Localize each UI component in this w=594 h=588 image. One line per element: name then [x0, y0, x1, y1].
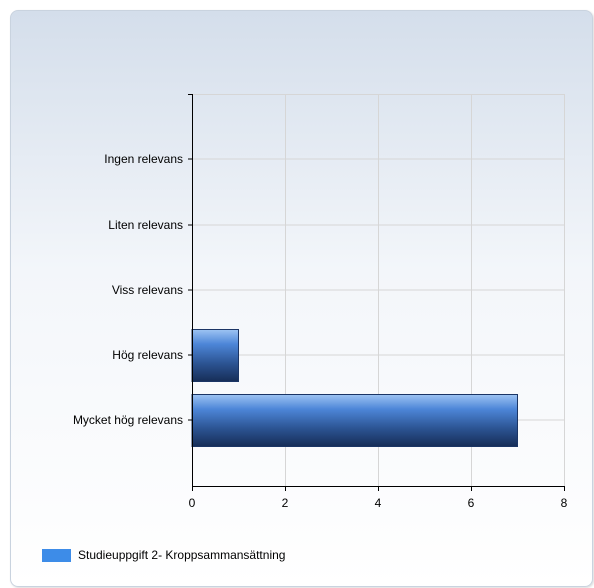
legend-swatch: [42, 548, 71, 562]
x-tick-label-1: 2: [282, 496, 289, 510]
x-tick-label-4: 8: [561, 496, 568, 510]
x-tick-label-0: 0: [189, 496, 196, 510]
tick-labels: Ingen relevans Liten relevans Viss relevan…: [73, 152, 568, 510]
y-tick-label-2: Viss relevans: [112, 283, 183, 297]
bar-4: [191, 394, 518, 447]
legend: Studieuppgift 2- Kroppsammansättning: [42, 548, 285, 562]
y-tick-label-3: Hög relevans: [112, 348, 183, 362]
bars: [191, 329, 518, 447]
axes: [188, 94, 565, 491]
y-tick-label-1: Liten relevans: [108, 218, 183, 232]
bar-3: [191, 329, 239, 382]
y-tick-label-4: Mycket hög relevans: [73, 413, 183, 427]
x-tick-label-2: 4: [375, 496, 382, 510]
x-tick-label-3: 6: [468, 496, 475, 510]
legend-label: Studieuppgift 2- Kroppsammansättning: [78, 548, 286, 562]
y-tick-label-0: Ingen relevans: [104, 152, 183, 166]
chart-panel: [10, 10, 593, 587]
